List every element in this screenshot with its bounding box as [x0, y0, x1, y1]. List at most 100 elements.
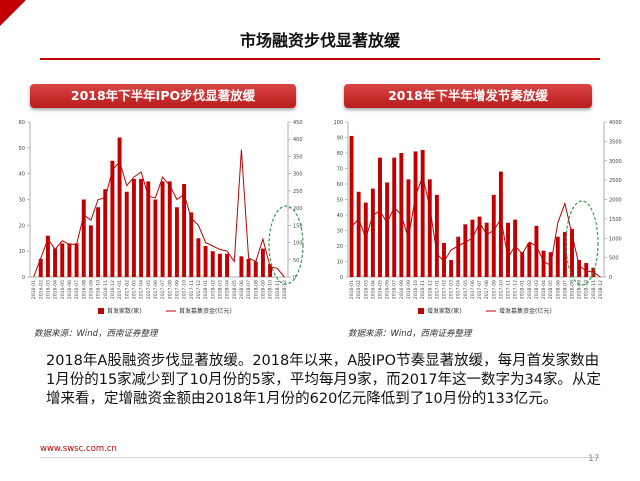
- x-tick-label: 2017-10: [182, 280, 188, 299]
- bar: [225, 253, 230, 277]
- placement-chart-svg: 0102030405060708090100050010001500200025…: [333, 120, 622, 315]
- bar: [124, 191, 129, 277]
- x-tick-label: 2018-03: [534, 280, 540, 299]
- left-tick-label: 40: [337, 213, 343, 219]
- x-tick-label: 2016-12: [110, 280, 116, 299]
- right-tick-label: 500: [609, 256, 619, 262]
- x-tick-label: 2016-07: [74, 280, 80, 299]
- x-tick-label: 2016-02: [356, 280, 362, 299]
- x-tick-label: 2016-03: [45, 280, 51, 299]
- line-series: [33, 149, 285, 278]
- x-tick-label: 2017-05: [146, 280, 152, 299]
- x-tick-label: 2016-03: [363, 280, 369, 299]
- x-tick-label: 2018-04: [541, 280, 547, 299]
- bar: [67, 243, 72, 277]
- bar: [260, 248, 265, 277]
- bar: [413, 151, 418, 277]
- bar: [520, 252, 525, 277]
- x-tick-label: 2018-10: [584, 280, 590, 299]
- left-tick-label: 30: [337, 229, 343, 235]
- bar: [153, 199, 158, 277]
- x-tick-label: 2017-01: [434, 280, 440, 299]
- bar: [385, 182, 390, 277]
- x-tick-label: 2018-02: [527, 280, 533, 299]
- bar: [217, 253, 222, 277]
- bar: [196, 238, 201, 277]
- bar: [491, 194, 496, 277]
- left-tick-label: 40: [19, 172, 25, 178]
- right-tick-label: 150: [293, 223, 303, 229]
- placement-chart: 0 10 20 30 40 50 60 70 80 90 100 0 500 1000 1500 2000 25…: [318, 112, 640, 324]
- x-tick-label: 2018-11: [591, 280, 597, 299]
- x-tick-label: 2018-03: [217, 280, 223, 299]
- x-tick-label: 2017-02: [442, 280, 448, 299]
- bar: [160, 181, 165, 277]
- bar: [182, 184, 187, 277]
- left-tick-label: 80: [337, 151, 343, 157]
- x-tick-label: 2016-08: [81, 280, 87, 299]
- bar: [131, 178, 136, 277]
- bar: [363, 202, 368, 277]
- bar: [268, 264, 273, 277]
- x-tick-label: 2016-02: [38, 280, 44, 299]
- right-tick-label: 200: [293, 206, 303, 212]
- bar: [349, 135, 354, 277]
- bar: [584, 263, 589, 277]
- bar: [110, 160, 115, 277]
- x-tick-label: 2016-05: [378, 280, 384, 299]
- bar: [370, 188, 375, 277]
- right-tick-label: 2500: [609, 178, 622, 184]
- left-tick-label: 50: [337, 198, 343, 204]
- x-tick-label: 2018-12: [282, 280, 288, 299]
- footer-divider: [40, 457, 600, 458]
- x-tick-label: 2018-08: [253, 280, 259, 299]
- bar: [406, 179, 411, 277]
- x-tick-label: 2016-10: [96, 280, 102, 299]
- x-tick-label: 2018-11: [275, 280, 281, 299]
- bar: [420, 149, 425, 277]
- bar: [146, 181, 151, 277]
- right-tick-label: 300: [293, 172, 303, 178]
- ipo-chart-svg: 0 10 20 30 40 50 60 0 50 100 150 200 250 300 350 400 450…: [19, 120, 304, 315]
- x-tick-label: 2017-08: [484, 280, 490, 299]
- bar: [427, 179, 432, 277]
- highlight-ellipse: [268, 205, 304, 285]
- right-tick-label: 4000: [609, 120, 622, 126]
- legend-line-label: 增发募集资金(亿元): [499, 307, 552, 315]
- x-tick-label: 2018-05: [548, 280, 554, 299]
- x-tick-label: 2018-07: [246, 280, 252, 299]
- page-number: 17: [588, 454, 600, 464]
- bar: [38, 258, 43, 277]
- x-tick-label: 2016-07: [392, 280, 398, 299]
- legend-bar-label: 首发家数(家): [107, 307, 142, 315]
- left-tick-label: 100: [333, 120, 343, 126]
- bar: [577, 259, 582, 277]
- left-tick-label: 20: [337, 244, 343, 250]
- right-tick-label: 100: [293, 241, 303, 247]
- x-tick-label: 2016-01: [31, 280, 37, 299]
- bar: [88, 225, 93, 277]
- x-tick-label: 2017-11: [506, 280, 512, 299]
- bar: [555, 236, 560, 277]
- bar: [174, 207, 179, 277]
- x-tick-label: 2018-04: [225, 280, 231, 299]
- corner-accent: [0, 0, 26, 26]
- right-tick-label: 450: [293, 120, 303, 126]
- right-tick-label: 2000: [609, 198, 622, 204]
- bar: [117, 137, 122, 277]
- left-tick-label: 60: [337, 182, 343, 188]
- bar: [442, 242, 446, 277]
- x-tick-label: 2018-12: [598, 280, 604, 299]
- left-tick-label: 30: [19, 198, 25, 204]
- x-tick-label: 2017-09: [174, 280, 180, 299]
- x-tick-label: 2018-06: [239, 280, 245, 299]
- right-panel-title: 2018年下半年增发节奏放缓: [344, 84, 592, 108]
- bar: [513, 219, 518, 277]
- bar: [527, 242, 532, 277]
- x-tick-label: 2017-03: [449, 280, 455, 299]
- bar: [103, 189, 108, 277]
- bar: [81, 199, 86, 277]
- bar: [167, 181, 172, 277]
- x-tick-label: 2017-07: [477, 280, 483, 299]
- x-tick-label: 2017-02: [124, 280, 130, 299]
